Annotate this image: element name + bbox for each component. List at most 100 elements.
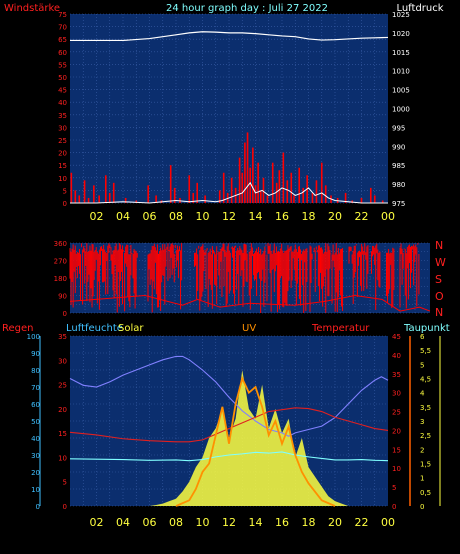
y-tick-label-pressure: 1015 (392, 49, 410, 57)
y-tick-label-temperature: 45 (392, 333, 401, 341)
wind-bar (218, 190, 221, 203)
pressure-line (70, 31, 389, 42)
y-tick-label-humidity: 80 (31, 367, 40, 375)
wind-bar (293, 195, 295, 203)
y-tick-label-wind: 45 (58, 87, 67, 95)
y-tick-label-humidity: 10 (31, 486, 40, 494)
wind-bar (286, 180, 289, 203)
humidity-label: Luftfeuchte (66, 323, 123, 334)
x-tick-label: 02 (90, 210, 104, 223)
y-tick-label-direction: 0 (63, 310, 67, 318)
wind-bar (257, 162, 259, 203)
x-tick-label: 08 (169, 210, 183, 223)
wind-bar (173, 187, 176, 203)
y-tick-label-temperature: 5 (392, 484, 396, 492)
solar-label: Solar (118, 323, 144, 334)
wind-bar (124, 197, 127, 203)
y-tick-label-wind: 35 (58, 112, 67, 120)
y-tick-label-wind: 70 (58, 24, 67, 32)
y-tick-label-uv: 4 (420, 390, 425, 398)
wind-label: Windstärke (4, 3, 60, 14)
direction-label-n-bottom: N (435, 306, 443, 319)
temperature-label: Temperatur (311, 323, 370, 334)
y-tick-label-wind: 60 (58, 49, 67, 57)
y-tick-label-temperature: 0 (392, 503, 396, 511)
x-tick-label: 20 (328, 516, 342, 529)
wind-bar (238, 157, 241, 203)
y-tick-label-pressure: 1000 (392, 106, 410, 114)
y-tick-label-wind: 65 (58, 36, 67, 44)
y-tick-label-humidity: 30 (31, 452, 40, 460)
x-tick-label: 10 (196, 516, 210, 529)
x-tick-label: 18 (302, 516, 316, 529)
wind-bar (260, 190, 262, 203)
wind-bar (246, 132, 249, 203)
wind-bar (135, 200, 138, 203)
x-tick-label: 22 (355, 210, 369, 223)
wind-bar (108, 192, 111, 203)
y-tick-label-temperature: 25 (392, 409, 401, 417)
y-tick-label-wind: 25 (58, 137, 67, 145)
wind-bar (254, 185, 257, 203)
y-tick-label-temperature: 30 (392, 390, 401, 398)
y-tick-label-pressure: 1020 (392, 30, 410, 38)
dewpoint-label: Taupunkt (403, 323, 450, 334)
wind-bar (93, 185, 95, 203)
y-tick-label-rain: 35 (58, 333, 67, 341)
y-tick-label-pressure: 980 (392, 181, 405, 189)
direction-label-n-top: N (435, 239, 443, 252)
x-tick-label: 06 (143, 210, 157, 223)
wind-bar (262, 177, 265, 203)
y-tick-label-pressure: 975 (392, 200, 405, 208)
y-tick-label-pressure: 985 (392, 162, 405, 170)
y-tick-label-uv: 0 (420, 503, 424, 511)
direction-label-s: S (435, 273, 442, 286)
wind-bar (271, 162, 274, 203)
wind-bar (278, 170, 281, 203)
y-tick-label-direction: 90 (58, 293, 67, 301)
x-tick-label: 14 (249, 210, 263, 223)
chart-title: 24 hour graph day : Juli 27 2022 (166, 3, 328, 14)
y-tick-label-pressure: 1010 (392, 68, 410, 76)
y-tick-label-temperature: 40 (392, 352, 401, 360)
wind-bar (315, 180, 318, 203)
y-tick-label-pressure: 995 (392, 124, 405, 132)
y-tick-label-humidity: 50 (31, 418, 40, 426)
direction-label-w: W (435, 256, 446, 269)
y-tick-label-humidity: 40 (31, 435, 40, 443)
wind-bar (204, 195, 206, 203)
wind-bar (104, 175, 107, 203)
y-tick-label-wind: 40 (58, 99, 67, 107)
y-tick-label-wind: 75 (58, 11, 67, 19)
wind-bar (87, 197, 90, 203)
wind-bar (266, 195, 269, 203)
wind-bar (275, 182, 278, 203)
y-tick-label-wind: 30 (58, 124, 67, 132)
wind-bar (252, 147, 254, 203)
y-tick-label-uv: 3,5 (420, 404, 431, 412)
y-tick-label-humidity: 100 (27, 333, 40, 341)
y-tick-label-uv: 5 (420, 361, 424, 369)
wind-bar (83, 180, 86, 203)
x-tick-label: 02 (90, 516, 104, 529)
y-tick-label-humidity: 60 (31, 401, 40, 409)
gust-line (70, 181, 388, 204)
wind-bar (230, 177, 233, 203)
wind-bar (147, 185, 149, 203)
y-tick-label-uv: 5,5 (420, 347, 431, 355)
y-tick-label-direction: 360 (54, 240, 67, 248)
dewpoint-line (69, 451, 389, 462)
wind-bar (369, 187, 372, 203)
x-tick-label: 20 (328, 210, 342, 223)
wind-bar (78, 195, 81, 203)
y-tick-label-humidity: 0 (36, 503, 40, 511)
y-tick-label-wind: 5 (63, 187, 67, 195)
wind-bar (302, 187, 304, 203)
x-tick-label: 12 (222, 516, 236, 529)
y-tick-label-uv: 1 (420, 475, 424, 483)
y-tick-label-uv: 6 (420, 333, 425, 341)
y-tick-label-direction: 270 (54, 258, 67, 266)
y-tick-label-pressure: 1005 (392, 87, 410, 95)
direction-label-o: O (435, 290, 444, 303)
wind-bar (290, 172, 293, 203)
